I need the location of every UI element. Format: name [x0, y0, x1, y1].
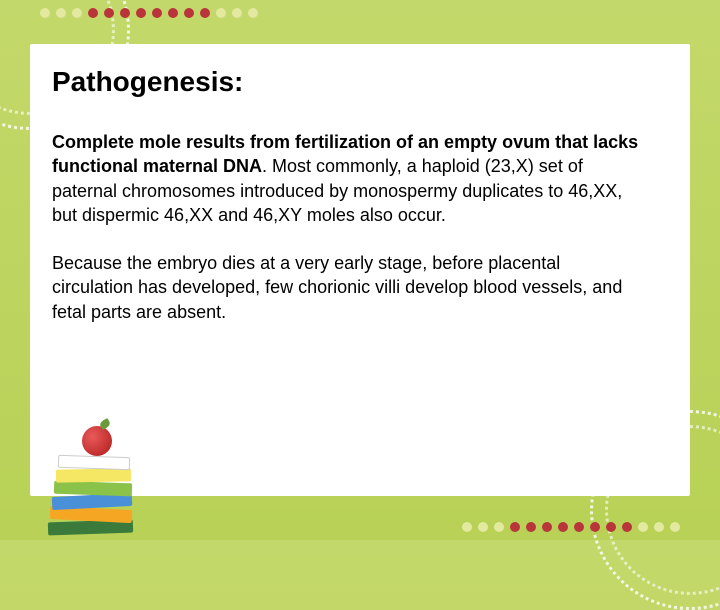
paragraph-1: Complete mole results from fertilization… [52, 130, 640, 227]
dot [622, 522, 632, 532]
para1-line2-text: but dispermic 46,XX and 46,XY moles also… [52, 205, 446, 225]
dot [478, 522, 488, 532]
dot [200, 8, 210, 18]
dot [184, 8, 194, 18]
dot [574, 522, 584, 532]
book-lightgreen [54, 481, 132, 497]
apple-icon [82, 426, 112, 456]
book-white [58, 455, 130, 471]
book-yellow [56, 468, 131, 482]
dot [590, 522, 600, 532]
dot [462, 522, 472, 532]
paragraph-2: Because the embryo dies at a very early … [52, 251, 640, 324]
dot [216, 8, 226, 18]
dots-row-top [40, 8, 258, 18]
dot [136, 8, 146, 18]
dot [40, 8, 50, 18]
dot [152, 8, 162, 18]
dot [542, 522, 552, 532]
dot [638, 522, 648, 532]
dot [120, 8, 130, 18]
dot [606, 522, 616, 532]
dot [670, 522, 680, 532]
dot [494, 522, 504, 532]
dot [72, 8, 82, 18]
dot [88, 8, 98, 18]
dot [558, 522, 568, 532]
dot [510, 522, 520, 532]
books-illustration [30, 414, 150, 534]
dots-row-bottom [462, 522, 680, 532]
slide-title: Pathogenesis: [52, 66, 243, 98]
dot [248, 8, 258, 18]
dot [526, 522, 536, 532]
dot [56, 8, 66, 18]
dot [232, 8, 242, 18]
slide-body: Complete mole results from fertilization… [52, 130, 640, 348]
dot [168, 8, 178, 18]
dot [654, 522, 664, 532]
dot [104, 8, 114, 18]
